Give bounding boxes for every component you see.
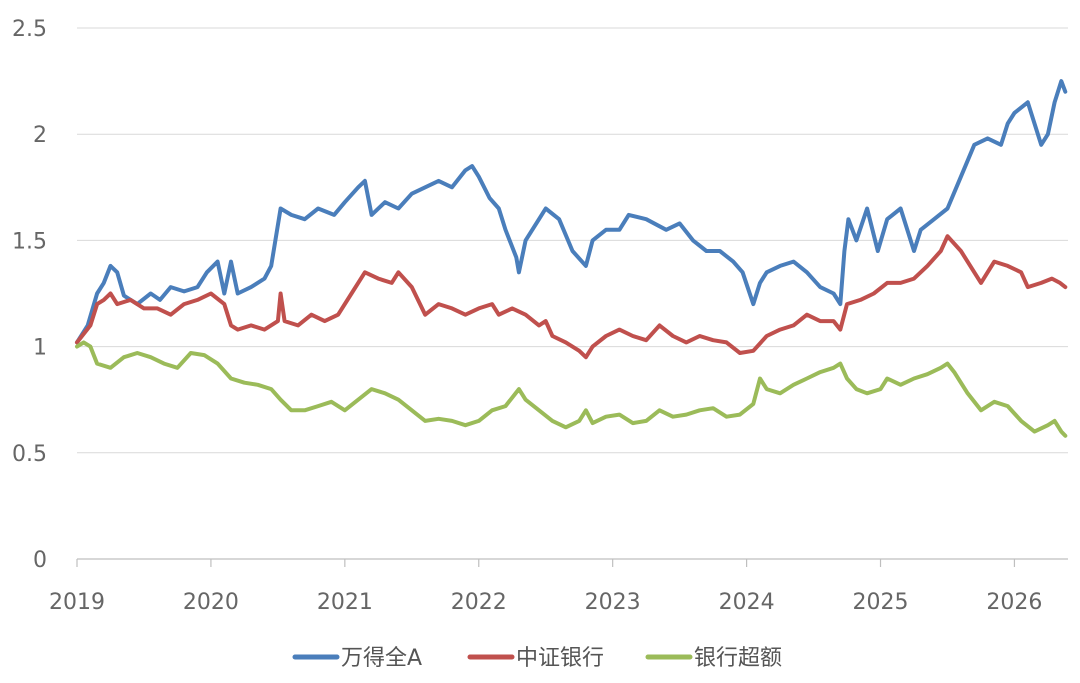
- x-tick-label: 2020: [183, 590, 239, 615]
- y-tick-label: 2.5: [12, 17, 47, 42]
- legend-label-0: 万得全A: [341, 646, 422, 671]
- x-tick-label: 2024: [719, 590, 775, 615]
- series-line-2: [75, 340, 1068, 438]
- x-tick-labels: 2019 2020 2021 2022 2023 2024 2025 2026: [49, 590, 1042, 615]
- series-line-0: [75, 79, 1068, 345]
- y-tick-labels: 0 0.5 1 1.5 2 2.5: [12, 17, 47, 573]
- gridlines: [77, 27, 1068, 454]
- y-tick-label: 1.5: [12, 229, 47, 254]
- y-tick-label: 2: [33, 123, 47, 148]
- legend-label-2: 银行超额: [694, 646, 782, 671]
- legend: 万得全A 中证银行 银行超额: [292, 646, 782, 671]
- y-tick-label: 0.5: [12, 442, 47, 467]
- series-line-1: [75, 234, 1068, 360]
- x-tick-label: 2019: [49, 590, 105, 615]
- x-tick-label: 2026: [986, 590, 1042, 615]
- y-tick-label: 0: [33, 548, 47, 573]
- x-axis: [76, 558, 1068, 567]
- x-tick-label: 2023: [585, 590, 641, 615]
- x-tick-label: 2025: [853, 590, 909, 615]
- x-tick-label: 2021: [317, 590, 373, 615]
- series-lines: [75, 79, 1068, 438]
- x-tick-label: 2022: [451, 590, 507, 615]
- y-tick-label: 1: [33, 336, 47, 361]
- legend-label-1: 中证银行: [516, 646, 604, 671]
